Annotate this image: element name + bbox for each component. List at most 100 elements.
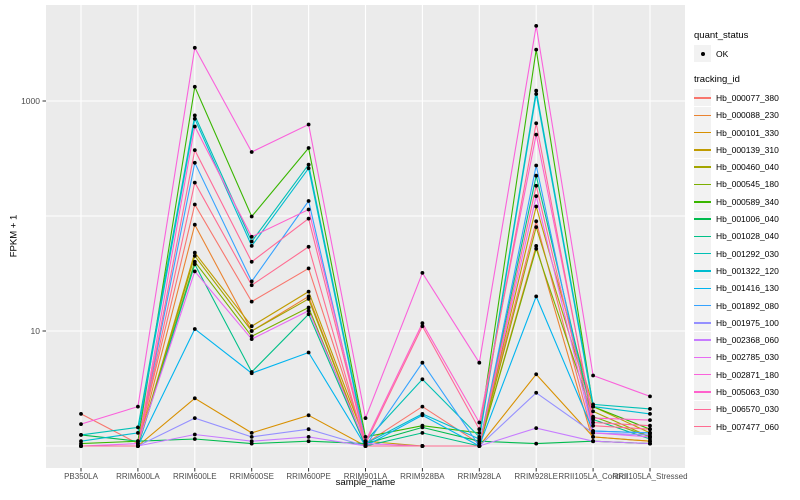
legend-item-Hb_000545_180: Hb_000545_180 [694, 175, 800, 193]
data-point [477, 437, 482, 441]
data-point [192, 262, 197, 267]
data-point [363, 444, 368, 448]
legend-item-label: Hb_001975_100 [716, 317, 779, 328]
data-point [534, 426, 539, 430]
data-point [534, 204, 539, 209]
legend-item-Hb_001322_120: Hb_001322_120 [694, 262, 800, 280]
data-point [420, 321, 425, 326]
data-point [249, 337, 254, 341]
data-point [534, 24, 539, 28]
data-point [249, 371, 254, 376]
legend-key-box [694, 106, 711, 124]
data-point [192, 432, 197, 437]
data-point [534, 163, 539, 168]
legend-key-box [694, 383, 711, 401]
line-swatch-icon [694, 131, 711, 134]
data-point [249, 334, 254, 339]
legend-title-tracking-id: tracking_id [694, 74, 740, 86]
data-point [249, 324, 254, 329]
data-point [192, 148, 197, 153]
legend-item-label: Hb_007477_060 [716, 421, 779, 432]
legend-item-ok: OK [694, 45, 800, 63]
data-point [249, 299, 254, 304]
x-axis-title: sample_name [335, 477, 396, 488]
data-point [648, 435, 652, 439]
legend-title-quant-status: quant_status [694, 30, 749, 41]
legend-item-label: Hb_002368_060 [716, 335, 779, 346]
data-point [306, 413, 311, 418]
line-swatch-icon [694, 149, 711, 151]
data-point [249, 329, 254, 333]
data-point [420, 271, 425, 275]
legend-item-Hb_000139_310: Hb_000139_310 [694, 141, 800, 159]
data-point [249, 259, 254, 264]
legend-item-label: Hb_000139_310 [716, 144, 779, 155]
data-point [192, 222, 197, 227]
data-point [79, 444, 83, 448]
line-swatch-icon [694, 425, 711, 428]
data-point [306, 435, 311, 439]
data-point [534, 183, 539, 188]
data-point [534, 47, 539, 52]
data-point [363, 416, 368, 420]
legend-item-Hb_002871_180: Hb_002871_180 [694, 366, 800, 384]
y-axis-title: FPKM + 1 [8, 214, 20, 258]
data-point [648, 412, 652, 416]
legend-key-box [694, 314, 711, 332]
legend-item-label: Hb_002871_180 [716, 369, 779, 380]
data-point [591, 416, 595, 420]
legend: quant_status OK tracking_id Hb_000077_38… [694, 30, 800, 436]
line-swatch-icon [694, 114, 711, 117]
legend-item-Hb_005063_030: Hb_005063_030 [694, 383, 800, 401]
x-tick-label: RRIM600LA [116, 472, 160, 481]
data-point [79, 433, 83, 437]
legend-key-box [694, 141, 711, 159]
data-point [363, 435, 368, 439]
line-swatch-icon [694, 287, 711, 289]
data-point [192, 113, 197, 118]
x-tick-label: RRIM928BA [400, 472, 445, 481]
data-point [249, 435, 254, 439]
data-point [591, 435, 595, 439]
data-point [420, 431, 425, 435]
data-point [534, 225, 539, 230]
data-point [192, 327, 197, 331]
point-icon [700, 51, 705, 56]
data-point [192, 396, 197, 401]
data-point [420, 413, 425, 418]
data-point [306, 289, 311, 294]
legend-key-box [694, 348, 711, 366]
data-point [534, 441, 539, 446]
legend-item-Hb_001028_040: Hb_001028_040 [694, 227, 800, 245]
data-point [420, 324, 425, 329]
legend-item-label: Hb_006570_030 [716, 404, 779, 415]
line-swatch-icon [694, 235, 711, 238]
data-point [249, 150, 254, 154]
data-point [306, 266, 311, 271]
data-point [306, 244, 311, 249]
data-point [477, 431, 482, 435]
legend-key-box [694, 89, 711, 107]
line-swatch-icon [694, 322, 711, 324]
data-point [192, 437, 197, 441]
line-swatch-icon [694, 201, 711, 203]
data-point [306, 308, 311, 313]
data-point [79, 412, 83, 416]
legend-key-box [694, 331, 711, 349]
data-point [648, 394, 652, 399]
data-point [136, 431, 140, 435]
legend-item-Hb_001975_100: Hb_001975_100 [694, 314, 800, 332]
data-point [534, 294, 539, 299]
legend-item-Hb_002368_060: Hb_002368_060 [694, 331, 800, 349]
data-point [591, 404, 595, 409]
data-point [192, 160, 197, 165]
legend-tracking-items: Hb_000077_380 Hb_000088_230 Hb_000101_330 H… [694, 89, 800, 436]
data-point [591, 420, 595, 425]
x-tick-label: RRIM600SE [229, 472, 274, 481]
data-point [249, 244, 254, 248]
x-tick-label: RRIM928LE [514, 472, 558, 481]
data-point [477, 420, 482, 425]
legend-key-box [694, 227, 711, 245]
legend-key-box [694, 400, 711, 418]
